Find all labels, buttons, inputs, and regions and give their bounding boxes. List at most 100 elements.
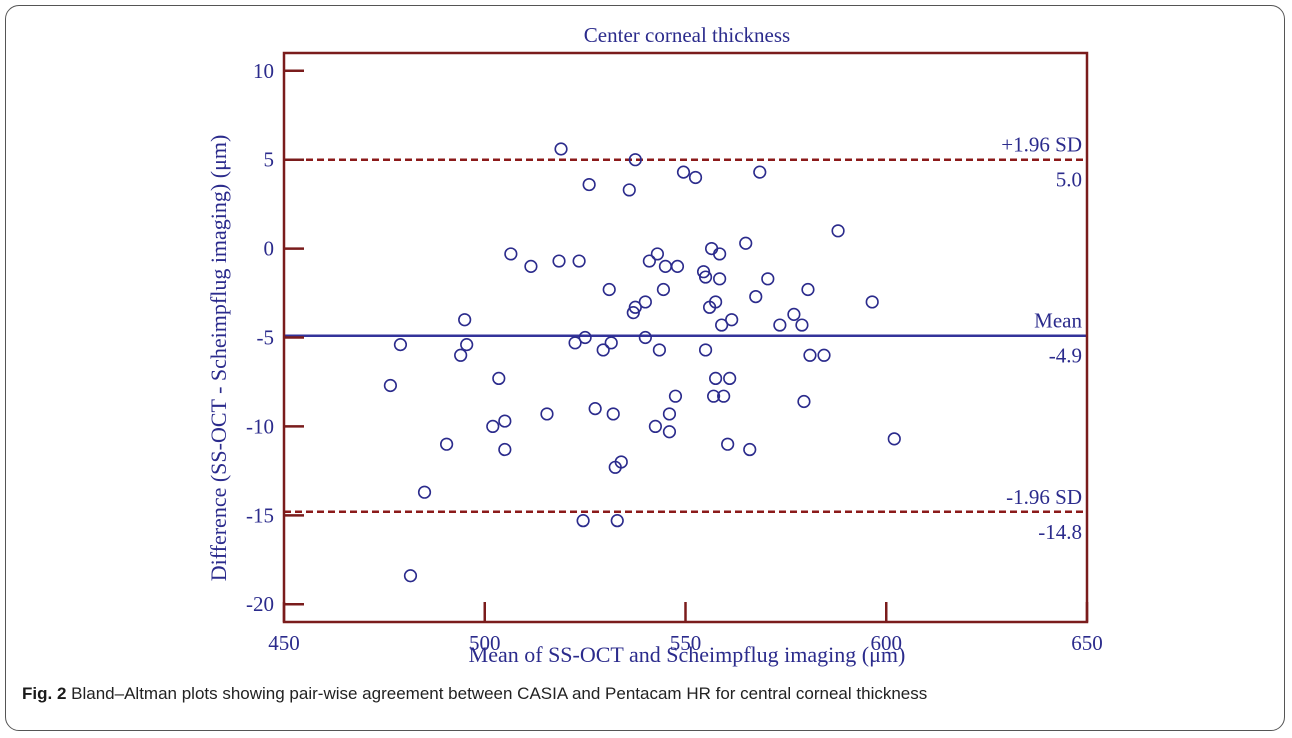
reference-lines: +1.96 SD 5.0 Mean -4.9 -1.96 SD -14.8 [284,133,1087,544]
data-points [383,142,901,583]
figure-frame [5,5,1285,731]
data-point [638,330,652,345]
caption-label: Fig. 2 [22,684,67,703]
data-point [614,455,628,469]
x-tick-label: 600 [871,631,903,655]
data-point [393,338,408,352]
y-tick-label: 5 [264,148,275,172]
data-point [801,282,815,297]
data-point [787,307,801,321]
data-point [417,485,432,499]
y-tick-label: -10 [246,414,274,438]
data-point [676,165,691,179]
data-point [498,414,512,428]
x-tick-label: 650 [1071,631,1103,655]
data-point [713,272,727,286]
data-point [610,514,624,528]
data-point [761,272,775,286]
data-point [638,295,652,309]
data-point [797,394,811,409]
data-point [698,270,713,284]
data-point [582,177,596,192]
data-point [721,437,735,451]
data-point [403,569,418,583]
data-point [572,254,586,268]
data-point [803,348,817,362]
data-point [606,407,620,421]
data-point [458,313,472,327]
data-point [668,389,683,403]
chart-title: Center corneal thickness [584,23,790,47]
data-point [383,378,397,393]
data-point [709,295,723,309]
data-point [504,247,518,261]
data-point [628,153,642,167]
data-point [552,254,566,268]
y-tick-label: 10 [253,59,274,83]
data-point [648,419,662,434]
data-point [656,282,671,297]
data-point [578,330,592,345]
x-tick-label: 550 [670,631,702,655]
data-point [717,389,731,403]
plot-area-border [282,51,1089,624]
x-tick-label: 450 [268,631,300,655]
x-axis-label: Mean of SS-OCT and Scheimpflug imaging (… [469,642,906,667]
axis-ticks: 10 5 0 -5 -10 -15 -20 450 500 550 600 650 [246,59,1103,655]
data-point [865,295,879,309]
y-tick-label: -15 [246,503,274,527]
data-point [662,407,677,421]
data-point [704,241,719,256]
data-point [642,254,656,268]
caption-text: Bland–Altman plots showing pair-wise agr… [71,684,928,703]
data-point [887,432,901,446]
data-point [715,318,729,332]
data-point [652,343,667,357]
data-point [576,514,590,528]
data-point [602,282,616,297]
y-tick-label: -5 [257,326,275,350]
data-point [440,437,454,451]
x-tick-label: 500 [469,631,501,655]
reference-line-label: +1.96 SD [1001,133,1082,157]
data-point [588,402,602,416]
data-point [709,371,723,385]
data-point [492,371,506,385]
data-point [454,348,468,362]
data-point [628,300,642,314]
data-point [739,236,753,250]
data-point [725,313,739,327]
reference-line-label: -1.96 SD [1006,485,1082,509]
reference-line-value: -4.9 [1049,344,1082,368]
data-point [698,343,713,357]
y-axis-label: Difference (SS-OCT - Scheimpflug imaging… [206,135,231,582]
y-tick-label: 0 [264,237,275,261]
figure-caption: Fig. 2 Bland–Altman plots showing pair-w… [22,684,1262,704]
bland-altman-chart: Center corneal thickness Mean of SS-OCT … [206,23,1103,667]
data-point [707,389,721,403]
data-point [670,259,685,273]
data-point [498,442,512,457]
y-tick-label: -20 [246,592,274,616]
data-point [688,170,703,185]
data-point [662,425,677,439]
data-point [658,259,673,273]
reference-line-label: Mean [1034,309,1082,333]
data-point [540,407,554,421]
data-point [460,338,474,352]
data-point [524,259,538,273]
data-point [568,336,582,350]
reference-line-value: -14.8 [1038,520,1082,544]
data-point [554,142,568,156]
data-point [723,371,737,385]
data-point [596,343,610,357]
data-point [743,442,757,457]
data-point [753,165,767,179]
data-point [650,247,664,261]
data-point [773,318,787,332]
data-point [817,348,831,362]
data-point [749,290,763,304]
data-point [486,419,500,434]
data-point [831,224,845,238]
data-point [604,336,618,350]
